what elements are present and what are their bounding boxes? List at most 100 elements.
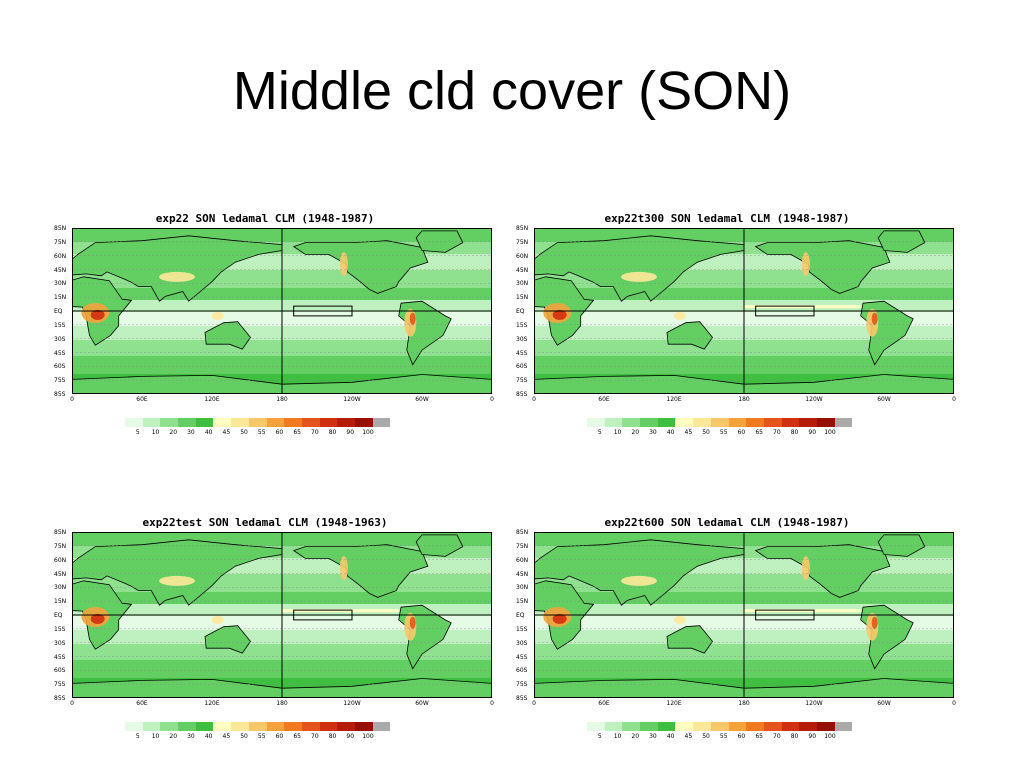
high-cloud-region <box>871 616 878 629</box>
colorbar-swatch <box>693 418 711 427</box>
latitude-tick-label: 75N <box>516 542 529 550</box>
longitude-tick-label: 60W <box>877 700 891 707</box>
latitude-labels: 85N 75N 60N 45N 30N 15N EQ 15S 30S 45S 60S 75S 85S <box>516 225 534 398</box>
latitude-labels: 85N 75N 60N 45N 30N 15N EQ 15S 30S 45S 60S 75S 85S <box>516 529 534 702</box>
map-panel: exp22test SON ledamal CLM (1948-1963) 85N… <box>30 516 500 746</box>
colorbar-tick-label: 5 <box>135 429 140 436</box>
latitude-tick-label: 60N <box>516 252 529 260</box>
colorbar-tick-label: 50 <box>240 733 248 740</box>
longitude-tick-label: 180 <box>738 396 750 403</box>
colorbar-tick-label: 45 <box>684 429 693 436</box>
europe-asia-outline <box>72 235 283 302</box>
longitude-tick-label: 0 <box>952 700 956 707</box>
latitude-tick-label: 15N <box>516 294 529 302</box>
colorbar-swatch <box>337 722 355 731</box>
colorbar-swatch <box>763 418 782 427</box>
longitude-tick-label: 180 <box>738 700 750 707</box>
greenland-outline <box>415 230 464 253</box>
colorbar-swatch <box>640 722 658 731</box>
map-panel: exp22t600 SON ledamal CLM (1948-1987) 85N… <box>492 516 962 746</box>
region-box <box>293 609 353 621</box>
colorbar-swatch <box>354 722 373 731</box>
europe-asia-outline <box>72 539 283 606</box>
colorbar-tick-label: 40 <box>666 429 675 436</box>
colorbar-swatch <box>816 722 835 731</box>
latitude-tick-label: 60S <box>516 667 528 675</box>
latitude-tick-label: 75S <box>516 681 528 689</box>
high-cloud-region <box>409 312 416 325</box>
australia-outline <box>204 321 252 350</box>
latitude-tick-label: 45S <box>54 653 66 661</box>
high-cloud-region <box>159 575 195 586</box>
colorbar-tick-label: 5 <box>597 733 602 740</box>
high-cloud-region <box>801 556 810 581</box>
colorbar-tick-label: 100 <box>362 429 374 436</box>
colorbar-swatch <box>834 722 853 731</box>
colorbar-swatch <box>816 418 835 427</box>
latitude-labels: 85N 75N 60N 45N 30N 15N EQ 15S 30S 45S 60S 75S 85S <box>54 529 72 702</box>
colorbar <box>587 722 853 731</box>
latitude-tick-label: EQ <box>516 308 525 315</box>
latitude-tick-label: EQ <box>516 612 525 619</box>
colorbar-tick-label: 20 <box>169 733 178 740</box>
longitude-tick-label: 0 <box>952 396 956 403</box>
australia-outline <box>204 625 252 654</box>
longitude-tick-label: 0 <box>490 700 494 707</box>
colorbar-swatch <box>248 722 267 731</box>
latitude-tick-label: 85N <box>54 529 67 536</box>
longitude-tick-label: 60E <box>598 700 610 707</box>
latitude-tick-label: 60S <box>54 667 66 675</box>
longitude-tick-label: 180 <box>276 700 288 707</box>
colorbar-tick-label: 100 <box>362 733 374 740</box>
map-frame <box>534 228 954 394</box>
latitude-tick-label: 30N <box>516 280 529 288</box>
latitude-tick-label: 60S <box>54 363 66 371</box>
map-panel: exp22t300 SON ledamal CLM (1948-1987) 85N… <box>492 212 962 442</box>
colorbar-swatch <box>622 722 641 731</box>
longitude-tick-label: 0 <box>70 700 74 707</box>
latitude-tick-label: 45S <box>54 349 66 357</box>
australia-outline <box>666 321 714 350</box>
latitude-tick-label: 85S <box>54 695 66 702</box>
cloud-cover-map <box>534 532 954 698</box>
region-box <box>293 305 353 317</box>
colorbar-swatch <box>284 722 302 731</box>
colorbar-tick-label: 90 <box>346 429 355 436</box>
colorbar-swatch <box>213 722 232 731</box>
colorbar-swatch <box>125 722 143 731</box>
colorbar-tick-label: 10 <box>151 429 160 436</box>
colorbar-tick-label: 20 <box>169 429 178 436</box>
colorbar-tick-label: 80 <box>328 733 337 740</box>
longitude-tick-label: 120E <box>204 396 220 403</box>
longitude-labels: 0 60E 120E 180 120W 60W 0 <box>70 700 494 710</box>
high-cloud-region <box>552 613 567 624</box>
longitude-tick-label: 120W <box>343 396 361 403</box>
colorbar-swatch <box>746 722 764 731</box>
latitude-tick-label: 30N <box>516 584 529 592</box>
greenland-outline <box>415 534 464 557</box>
high-cloud-region <box>621 575 657 586</box>
latitude-tick-label: 15S <box>54 625 66 633</box>
colorbar-tick-label: 60 <box>737 733 746 740</box>
latitude-tick-label: 15S <box>516 321 528 329</box>
latitude-tick-label: 85N <box>516 225 529 232</box>
high-cloud-region <box>673 615 686 624</box>
colorbar-tick-label: 50 <box>240 429 248 436</box>
latitude-tick-label: 45N <box>54 570 67 578</box>
high-cloud-region <box>211 615 224 624</box>
colorbar-tick-label: 10 <box>151 733 160 740</box>
longitude-tick-label: 60E <box>136 700 148 707</box>
longitude-tick-label: 0 <box>532 700 536 707</box>
latitude-tick-label: 15S <box>516 625 528 633</box>
greenland-outline <box>877 534 926 557</box>
colorbar-tick-label: 65 <box>755 733 763 740</box>
colorbar-tick-label: 5 <box>135 733 140 740</box>
colorbar-swatch <box>284 418 302 427</box>
colorbar-tick-label: 90 <box>808 429 817 436</box>
colorbar-tick-label: 70 <box>773 733 781 740</box>
colorbar-swatch <box>799 418 817 427</box>
latitude-tick-label: 30N <box>54 584 67 592</box>
colorbar-tick-label: 20 <box>631 429 640 436</box>
map-frame <box>72 532 492 698</box>
latitude-tick-label: 75S <box>54 377 66 385</box>
